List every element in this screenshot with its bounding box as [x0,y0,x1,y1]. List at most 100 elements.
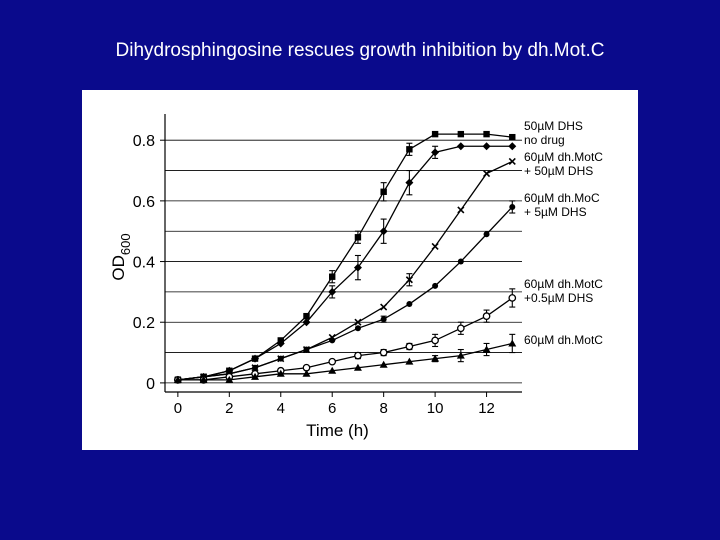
x-tick-label-1: 2 [225,400,233,417]
series-3-point-7 [354,325,361,332]
series-0-point-7 [354,234,362,241]
series-5-point-8 [379,360,388,368]
series-4-point-12 [482,312,491,321]
series-2 [174,157,516,384]
series-5-point-2 [225,375,234,383]
axis-labels: Time (h)OD600 [109,233,369,440]
series-5-point-4 [276,369,285,377]
series-4-line [177,297,513,381]
series-5-point-7 [353,363,362,371]
series-5-point-1 [199,375,208,383]
legend-label-4-1: +0.5µM DHS [524,291,593,305]
legend-label-3-1: + 5µM DHS [524,205,587,219]
series-5-point-3 [251,372,260,380]
series-3-point-8 [380,316,387,323]
axes: 0 0.2 0.4 0.6 0.8 0 2 4 6 8 10 12 [133,114,522,417]
series-4-point-10 [431,336,439,345]
y-axis-label: OD600 [109,233,133,280]
series-5 [173,333,517,383]
series-1-point-10 [431,148,440,157]
series-1 [173,142,517,384]
series-5-point-9 [405,357,414,365]
y-tick-label-3: 0.6 [133,194,155,211]
series-1-point-4 [276,339,285,348]
series-5-line [177,342,513,381]
series-3-point-11 [457,258,464,265]
legend-label-2-1: + 50µM DHS [524,164,593,178]
y-axis-label-main: OD [109,255,128,281]
series-3-line [177,206,513,381]
series-1-point-12 [482,142,491,151]
series-5-point-11 [456,351,465,359]
series-0-point-12 [483,130,490,138]
series-1-point-11 [456,142,465,151]
series-2-point-11-b [457,206,465,214]
legend-label-1-0: no drug [524,133,565,147]
series-3-point-12 [483,231,490,238]
x-tick-label-4: 8 [379,400,387,417]
x-tick-label-5: 10 [427,400,444,417]
series-3-point-6 [329,337,336,344]
series-0-point-10 [431,130,439,138]
series-5-point-12 [482,345,491,353]
legend-label-0-0: 50µM DHS [524,119,583,133]
slide-title: Dihydrosphingosine rescues growth inhibi… [115,40,605,61]
x-tick-label-0: 0 [174,400,182,417]
series-2-point-13-b [508,157,516,166]
series-5-point-13 [508,339,517,347]
series-4-point-9 [405,342,414,351]
series-3-point-3 [252,364,259,371]
series-3-point-10 [432,282,439,289]
series-5-point-0 [173,375,182,383]
series-5-point-5 [302,369,311,377]
series-1-point-13 [508,142,517,151]
series-2-point-10-b [431,242,439,250]
series-2-point-11 [457,206,465,214]
series-0-point-9 [406,146,413,153]
series-3-point-9 [406,301,413,308]
series-2-point-13 [508,157,516,166]
y-tick-label-1: 0.2 [133,315,155,332]
series-2-point-8 [380,303,388,311]
legend-label-2-0: 60µM dh.MotC [524,150,603,164]
y-tick-label-0: 0 [146,376,155,393]
series-2-point-7-b [354,318,362,326]
series-3 [174,200,516,383]
series-0-point-13 [509,133,516,141]
series-2-point-7 [354,318,362,326]
series-5-point-10 [431,354,440,362]
series-1-point-5 [302,318,311,327]
series-0-point-8 [380,188,387,195]
x-tick-label-3: 6 [328,400,336,417]
series-3-point-4 [277,355,284,362]
series-2-point-10 [431,242,439,250]
series-1-point-7 [353,263,362,272]
series-4-point-6 [328,357,337,366]
series-0-point-6 [329,273,336,280]
series-2-point-12-b [482,170,491,178]
series-1-point-9 [405,178,414,187]
series-1-line [177,145,513,381]
series-4-point-7 [354,351,362,360]
series-1-point-3 [251,354,260,363]
series-2-point-12 [482,170,491,178]
legend-label-3-0: 60µM dh.MoC [524,191,600,205]
chart-panel: 0 0.2 0.4 0.6 0.8 0 2 4 6 8 10 12 50µM DHS no drug 60… [82,90,638,450]
series-4-point-11 [456,324,465,333]
series-4-point-8 [379,348,388,357]
series-2-point-9-b [405,276,413,284]
legend-label-5-0: 60µM dh.MotC [524,333,603,347]
gridlines [165,139,522,384]
series-3-point-5 [303,346,310,353]
series-0-point-11 [457,130,465,138]
series-2-point-8-b [380,303,388,311]
y-tick-label-4: 0.8 [133,133,155,150]
series-3-point-13 [509,203,516,210]
y-tick-label-2: 0.4 [133,255,155,272]
series-5-point-6 [328,366,337,374]
series-2-line [177,160,513,381]
x-tick-label-2: 4 [277,400,285,417]
legend-label-4-0: 60µM dh.MotC [524,277,603,291]
